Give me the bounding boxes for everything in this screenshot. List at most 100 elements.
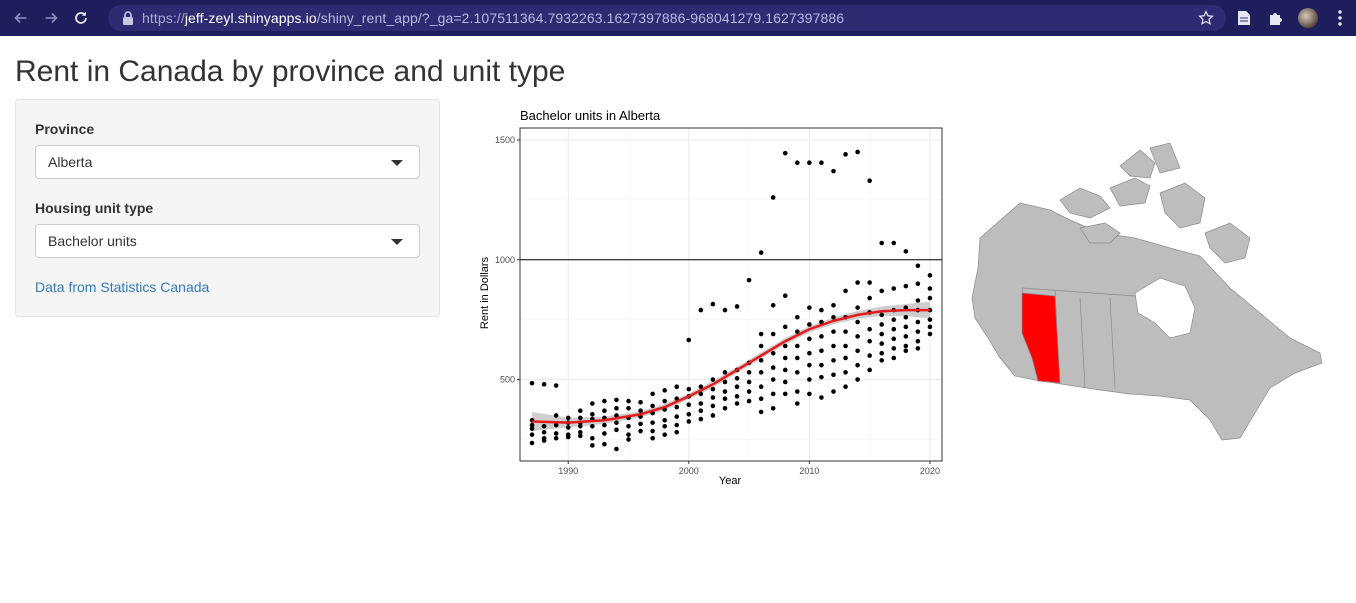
data-point	[831, 314, 836, 320]
data-point	[662, 417, 667, 423]
menu-kebab-icon[interactable]	[1324, 0, 1356, 36]
data-point	[614, 427, 619, 433]
data-point	[674, 429, 680, 435]
data-point	[626, 437, 631, 442]
data-point	[795, 370, 800, 375]
data-point	[746, 370, 752, 375]
data-point	[879, 341, 885, 346]
data-point	[626, 423, 631, 429]
data-point	[927, 331, 933, 337]
data-point	[710, 377, 716, 382]
extensions-puzzle-icon[interactable]	[1260, 0, 1292, 36]
data-point	[686, 402, 692, 408]
data-point	[795, 401, 800, 406]
data-point	[710, 395, 716, 400]
data-point	[541, 423, 547, 429]
data-point	[758, 370, 764, 375]
reload-icon[interactable]	[66, 3, 96, 33]
data-point	[807, 336, 812, 342]
profile-avatar[interactable]	[1292, 0, 1324, 36]
data-point	[746, 379, 752, 385]
chart-title: Bachelor units in Alberta	[520, 108, 661, 123]
data-point	[855, 319, 860, 325]
data-point	[722, 405, 728, 411]
data-point	[650, 391, 655, 397]
data-point	[891, 326, 897, 332]
data-point	[614, 420, 619, 425]
plot-border	[519, 127, 943, 462]
data-point	[807, 391, 812, 397]
lock-icon	[123, 11, 133, 25]
unit-type-select[interactable]: Bachelor units	[35, 224, 420, 258]
x-axis-label: Year	[719, 475, 742, 487]
data-point	[843, 288, 848, 294]
data-point	[891, 286, 897, 291]
data-point	[553, 422, 559, 428]
data-point	[879, 312, 885, 318]
data-point	[614, 446, 619, 452]
data-point	[650, 403, 655, 409]
data-point	[758, 358, 764, 363]
chart-grid	[520, 128, 942, 461]
data-point	[819, 374, 824, 380]
back-icon[interactable]	[6, 3, 36, 33]
data-point	[831, 168, 836, 174]
data-point	[590, 443, 595, 448]
data-point	[891, 240, 897, 246]
data-point	[614, 405, 619, 411]
data-point	[782, 391, 788, 397]
data-point	[927, 324, 933, 330]
data-point	[626, 405, 631, 411]
data-point	[553, 435, 559, 441]
data-point	[891, 355, 897, 361]
data-point	[541, 429, 547, 435]
data-point	[541, 438, 547, 443]
data-point	[927, 295, 933, 301]
data-point	[577, 433, 583, 439]
data-point	[722, 370, 728, 375]
data-point	[855, 305, 860, 310]
data-point	[734, 401, 740, 406]
bookmark-star-icon[interactable]	[1198, 10, 1214, 26]
data-point	[602, 408, 607, 413]
data-point	[674, 404, 680, 410]
province-select-value: Alberta	[48, 154, 93, 170]
alberta-highlight	[1021, 292, 1061, 384]
chevron-down-icon	[391, 160, 403, 166]
data-point	[698, 401, 704, 406]
data-point	[879, 240, 885, 246]
data-point	[710, 413, 716, 418]
data-point	[722, 389, 728, 394]
data-point	[590, 401, 595, 406]
data-point	[746, 277, 752, 283]
data-point	[807, 322, 812, 327]
data-point	[602, 431, 607, 436]
canada-map	[971, 142, 1323, 441]
data-point	[758, 384, 764, 390]
address-bar[interactable]: https://jeff-zeyl.shinyapps.io/shiny_ren…	[108, 5, 1226, 31]
data-point	[879, 350, 885, 356]
data-point	[903, 314, 909, 320]
forward-icon[interactable]	[36, 3, 66, 33]
data-point	[795, 329, 800, 334]
y-tick-label: 500	[500, 375, 515, 385]
confidence-band	[532, 301, 930, 432]
statistics-canada-link[interactable]: Data from Statistics Canada	[35, 279, 210, 295]
data-point	[758, 343, 764, 349]
data-point	[843, 384, 848, 390]
data-point	[746, 389, 752, 394]
data-point	[795, 355, 800, 361]
data-point	[855, 362, 860, 368]
data-point	[927, 286, 933, 291]
data-point	[565, 434, 571, 440]
data-point	[662, 398, 667, 404]
province-select[interactable]: Alberta	[35, 145, 420, 179]
data-point	[915, 329, 921, 334]
data-point	[686, 386, 692, 392]
data-point	[927, 317, 933, 322]
data-point	[782, 150, 788, 156]
data-point	[758, 331, 764, 337]
page-icon[interactable]	[1228, 0, 1260, 36]
data-point	[819, 319, 824, 325]
data-point	[614, 397, 619, 403]
